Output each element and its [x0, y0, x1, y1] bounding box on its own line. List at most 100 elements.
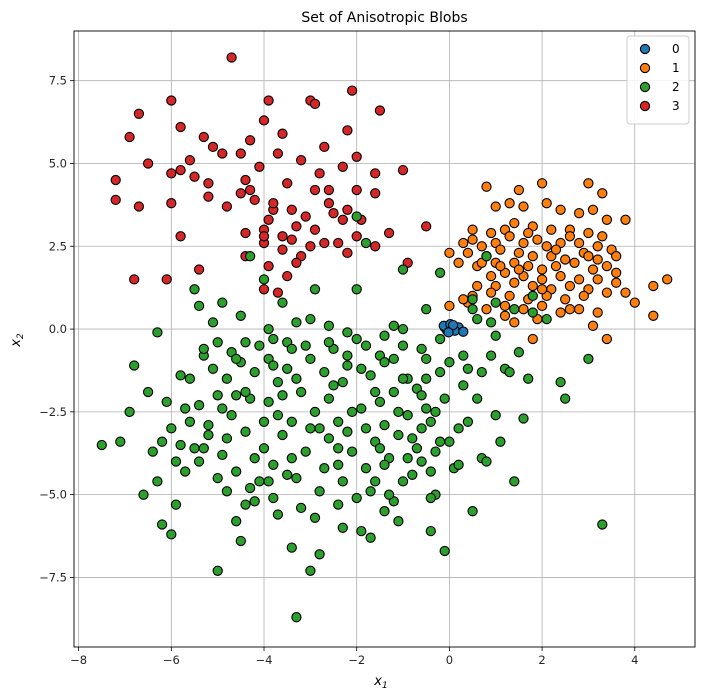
data-point-series-1 [583, 251, 594, 262]
data-point-series-3 [383, 227, 395, 239]
data-point-series-2 [203, 419, 214, 431]
data-point-series-2 [156, 519, 168, 530]
data-point-series-2 [397, 323, 409, 335]
data-point-series-2 [212, 472, 223, 484]
data-point-series-2 [490, 330, 501, 341]
data-point-series-2 [249, 366, 260, 378]
data-point-series-3 [263, 260, 274, 272]
data-point-series-2 [458, 350, 469, 361]
data-point-series-2 [193, 456, 205, 467]
data-point-series-2 [198, 343, 209, 355]
data-point-series-2 [180, 403, 191, 414]
data-point-series-1 [532, 234, 543, 245]
data-point-series-2 [268, 492, 279, 504]
data-point-series-2 [305, 423, 316, 434]
data-point-series-2 [490, 297, 501, 308]
data-point-series-0 [447, 319, 459, 331]
data-point-series-2 [161, 396, 172, 408]
data-point-series-2 [370, 476, 381, 487]
data-point-series-0 [458, 326, 469, 337]
data-point-series-2 [258, 274, 270, 285]
data-point-series-2 [434, 366, 446, 378]
data-point-series-2 [226, 410, 237, 421]
data-point-series-2 [407, 433, 418, 444]
data-point-series-2 [374, 396, 386, 408]
data-point-series-2 [388, 320, 399, 331]
data-point-series-1 [555, 270, 566, 282]
data-point-series-2 [221, 486, 233, 497]
x-tick-label: −6 [163, 653, 180, 667]
data-point-series-2 [485, 350, 497, 361]
data-point-series-3 [291, 257, 302, 268]
data-point-series-2 [509, 304, 520, 315]
data-point-series-3 [305, 241, 316, 252]
data-point-series-2 [272, 376, 284, 388]
data-point-series-3 [323, 184, 335, 196]
data-point-series-1 [499, 310, 511, 321]
data-point-series-3 [314, 168, 325, 179]
data-point-series-2 [323, 320, 335, 331]
data-point-series-3 [166, 198, 177, 209]
data-point-series-2 [411, 443, 423, 454]
data-point-series-2 [286, 542, 297, 553]
data-point-series-1 [509, 277, 520, 288]
data-point-series-2 [309, 406, 321, 418]
data-point-series-3 [240, 227, 251, 239]
data-point-series-3 [333, 237, 344, 249]
data-point-series-1 [573, 208, 585, 219]
data-point-series-2 [360, 423, 372, 434]
data-point-series-2 [166, 423, 177, 434]
data-point-series-1 [467, 224, 478, 235]
data-point-series-2 [189, 284, 200, 295]
data-point-series-2 [393, 406, 404, 418]
data-point-series-1 [518, 304, 529, 315]
data-point-series-2 [277, 390, 288, 401]
data-point-series-2 [393, 516, 404, 527]
data-point-series-3 [166, 168, 177, 179]
data-point-series-1 [560, 294, 571, 305]
data-point-series-2 [472, 313, 483, 325]
data-point-series-1 [509, 317, 520, 328]
data-point-series-2 [323, 433, 335, 444]
data-point-series-2 [314, 549, 325, 560]
data-point-series-3 [133, 201, 145, 212]
x-tick-label: −2 [348, 653, 365, 667]
data-point-series-2 [397, 340, 409, 351]
data-point-series-2 [379, 506, 390, 517]
data-point-series-2 [309, 284, 321, 295]
y-tick-label: −5.0 [39, 488, 67, 502]
data-point-series-3 [226, 52, 237, 63]
data-point-series-2 [356, 525, 367, 537]
data-point-series-2 [272, 410, 284, 421]
data-point-series-2 [268, 459, 279, 470]
data-point-series-2 [444, 436, 455, 447]
data-point-series-2 [407, 469, 418, 480]
data-point-series-2 [138, 489, 149, 500]
data-point-series-2 [300, 446, 311, 457]
data-point-series-2 [170, 456, 182, 467]
data-point-series-3 [110, 194, 121, 206]
data-point-series-2 [314, 423, 325, 434]
data-point-series-2 [560, 393, 571, 404]
data-point-series-2 [425, 525, 436, 537]
data-point-series-2 [342, 327, 353, 338]
data-point-series-2 [231, 466, 242, 477]
data-point-series-2 [258, 416, 270, 427]
data-point-series-2 [416, 343, 427, 355]
data-point-series-2 [295, 502, 307, 514]
data-point-series-1 [536, 284, 548, 295]
data-point-series-2 [337, 376, 348, 388]
data-point-series-0 [443, 327, 454, 338]
data-point-series-2 [291, 472, 302, 484]
data-point-series-2 [360, 237, 372, 249]
data-point-series-3 [309, 224, 321, 235]
data-point-series-1 [467, 234, 478, 245]
data-point-series-1 [550, 244, 562, 255]
data-point-series-2 [221, 373, 233, 384]
data-point-series-1 [485, 227, 497, 239]
data-point-series-2 [453, 459, 464, 470]
legend-marker-0 [639, 43, 651, 55]
data-point-series-3 [370, 168, 381, 179]
data-point-series-2 [240, 499, 251, 510]
